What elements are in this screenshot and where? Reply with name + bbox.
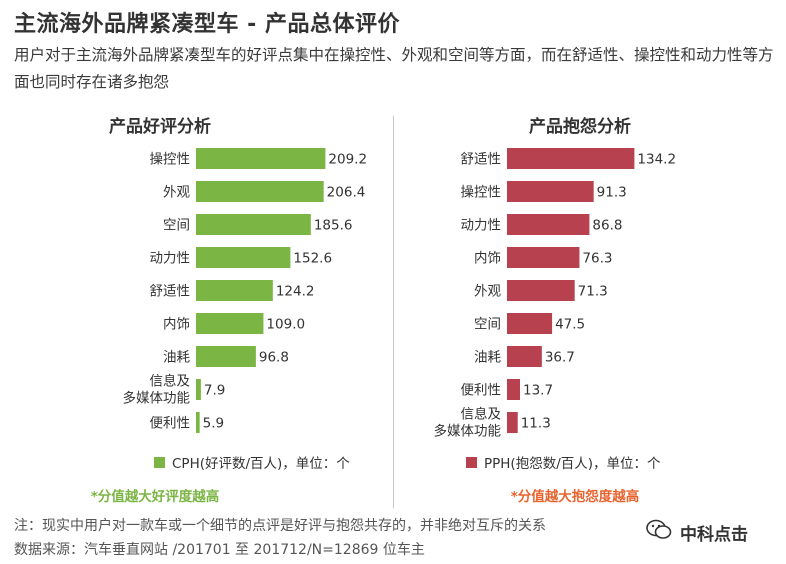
complaint-legend: PPH(抱怨数/百人)，单位：个 xyxy=(466,452,661,472)
watermark-text: 中科点击 xyxy=(680,525,748,545)
complaint-legend-swatch xyxy=(466,456,477,468)
praise-note: *分值越大好评度越高 xyxy=(90,489,220,505)
complaint-category-label: 油耗 xyxy=(474,350,501,366)
complaint-category-label: 内饰 xyxy=(474,251,501,267)
praise-category-label: 动力性 xyxy=(150,251,191,267)
praise-category-label: 油耗 xyxy=(163,350,190,366)
praise-bar xyxy=(196,379,201,400)
complaint-bar xyxy=(507,148,635,169)
complaint-category-label: 操控性 xyxy=(461,185,502,201)
complaint-category-label: 动力性 xyxy=(461,218,502,234)
complaint-panel: 产品抱怨分析 舒适性 134.2 操控性 91.3 动力性 86.8 内饰 76.3 外观 71.… xyxy=(400,110,780,510)
complaint-bar xyxy=(507,313,553,334)
praise-value-label: 185.6 xyxy=(314,218,353,234)
complaint-legend-label: PPH(抱怨数/百人)，单位：个 xyxy=(484,456,661,472)
praise-legend-label: CPH(好评数/百人)，单位：个 xyxy=(172,456,350,472)
praise-value-label: 7.9 xyxy=(204,383,225,399)
complaint-value-label: 76.3 xyxy=(582,251,612,267)
praise-value-label: 109.0 xyxy=(266,317,305,333)
complaint-value-label: 11.3 xyxy=(521,416,551,432)
complaint-bar-chart: 舒适性 134.2 操控性 91.3 动力性 86.8 内饰 76.3 外观 71.3 空间 47.5… xyxy=(434,148,676,440)
praise-bar xyxy=(196,181,324,202)
complaint-value-label: 91.3 xyxy=(597,185,627,201)
complaint-bar xyxy=(507,214,590,235)
praise-chart-title: 产品好评分析 xyxy=(109,117,211,137)
page-title: 主流海外品牌紧凑型车 - 产品总体评价 xyxy=(14,12,400,37)
praise-value-label: 96.8 xyxy=(259,350,289,366)
praise-panel: 产品好评分析 操控性 209.2 外观 206.4 空间 185.6 动力性 152.6 舒适性… xyxy=(0,110,380,510)
praise-category-label: 信息及多媒体功能 xyxy=(123,373,191,407)
page-subtitle: 用户对于主流海外品牌紧凑型车的好评点集中在操控性、外观和空间等方面，而在舒适性、… xyxy=(14,46,774,91)
praise-category-label: 便利性 xyxy=(150,416,191,432)
praise-bar xyxy=(196,148,326,169)
wechat-icon xyxy=(646,519,672,546)
watermark: 中科点击 xyxy=(646,519,748,546)
footer-source: 数据来源：汽车垂直网站 /201701 至 201712/N=12869 位车主 xyxy=(14,542,425,558)
praise-category-label: 外观 xyxy=(163,185,190,201)
praise-category-label: 内饰 xyxy=(163,317,190,333)
complaint-value-label: 134.2 xyxy=(637,152,676,168)
complaint-category-label: 信息及多媒体功能 xyxy=(434,406,502,440)
praise-bar-chart: 操控性 209.2 外观 206.4 空间 185.6 动力性 152.6 舒适性 124.2 内饰… xyxy=(123,148,367,433)
panel-divider xyxy=(393,116,394,508)
complaint-bar xyxy=(507,412,518,433)
praise-bar xyxy=(196,214,311,235)
complaint-category-label: 便利性 xyxy=(461,383,502,399)
praise-bar xyxy=(196,280,273,301)
praise-value-label: 152.6 xyxy=(293,251,332,267)
praise-legend-swatch xyxy=(154,456,165,468)
complaint-value-label: 13.7 xyxy=(523,383,553,399)
complaint-chart-title: 产品抱怨分析 xyxy=(529,117,631,137)
praise-bar xyxy=(196,346,256,367)
complaint-value-label: 47.5 xyxy=(555,317,585,333)
praise-legend: CPH(好评数/百人)，单位：个 xyxy=(154,452,350,472)
complaint-category-label: 外观 xyxy=(474,284,501,300)
praise-value-label: 209.2 xyxy=(328,152,367,168)
complaint-bar xyxy=(507,379,521,400)
praise-category-label: 操控性 xyxy=(150,152,191,168)
praise-value-label: 5.9 xyxy=(203,416,224,432)
praise-category-label: 舒适性 xyxy=(150,284,191,300)
praise-category-label: 空间 xyxy=(163,218,190,234)
complaint-value-label: 71.3 xyxy=(578,284,608,300)
complaint-category-label: 空间 xyxy=(474,317,501,333)
complaint-bar xyxy=(507,280,575,301)
praise-bar xyxy=(196,247,291,268)
praise-bar xyxy=(196,313,264,334)
complaint-value-label: 36.7 xyxy=(545,350,575,366)
complaint-value-label: 86.8 xyxy=(592,218,622,234)
complaint-category-label: 舒适性 xyxy=(461,152,502,168)
complaint-bar xyxy=(507,346,542,367)
complaint-note: *分值越大抱怨度越高 xyxy=(510,489,640,505)
complaint-bar xyxy=(507,247,580,268)
praise-value-label: 206.4 xyxy=(327,185,366,201)
praise-value-label: 124.2 xyxy=(276,284,315,300)
praise-bar xyxy=(196,412,200,433)
complaint-bar xyxy=(507,181,594,202)
footer-note: 注：现实中用户对一款车或一个细节的点评是好评与抱怨共存的，并非绝对互斥的关系 xyxy=(14,518,546,534)
